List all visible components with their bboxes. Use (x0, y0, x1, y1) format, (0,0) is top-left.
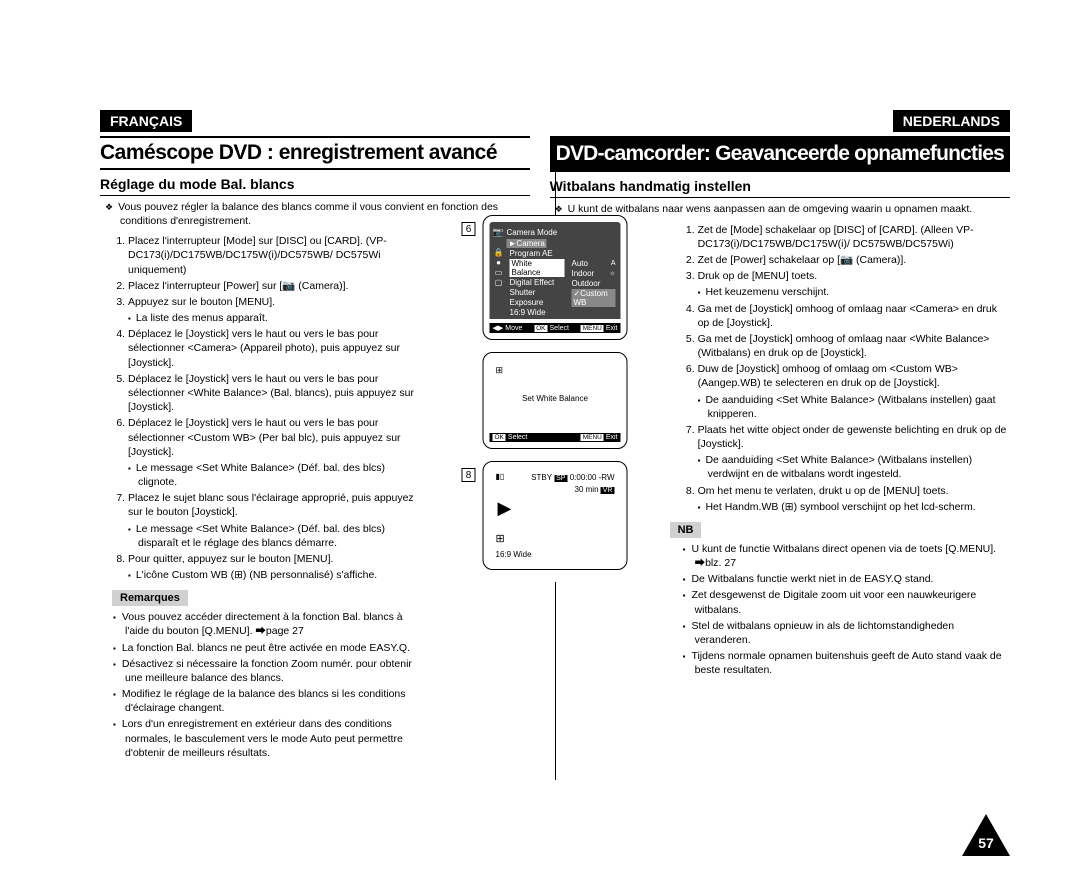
lcd-mode: Camera Mode (507, 228, 558, 237)
sub-item: Het Handm.WB (⊞) symbool verschijnt op h… (708, 500, 1010, 514)
record-icon: ● (493, 258, 505, 267)
step-item: Déplacez le [Joystick] vers le haut ou v… (128, 416, 420, 489)
note-item: De Witbalans functie werkt niet in de EA… (695, 572, 1010, 586)
note-item: Vous pouvez accéder directement à la fon… (125, 610, 420, 638)
step-item: Om het menu te verlaten, drukt u op de [… (698, 484, 1010, 514)
manual-page: FRANÇAIS Caméscope DVD : enregistrement … (100, 110, 1010, 750)
step-callout-6: 6 (462, 222, 476, 236)
step-item: Appuyez sur le bouton [MENU]. La liste d… (128, 295, 420, 325)
notes-fr: Vous pouvez accéder directement à la fon… (100, 610, 420, 760)
opt-item: Outdoor (572, 279, 601, 288)
notes-label-fr: Remarques (112, 590, 188, 606)
note-item: La fonction Bal. blancs ne peut être act… (125, 641, 420, 655)
sub-item: De aanduiding <Set White Balance> (Witba… (708, 393, 1010, 421)
step-item: Placez l'interrupteur [Power] sur [📷 (Ca… (128, 279, 420, 293)
sub-item: La liste des menus apparaît. (138, 311, 420, 325)
step-item: Déplacez le [Joystick] vers le haut ou v… (128, 372, 420, 415)
menu-item: Shutter (510, 288, 536, 297)
lcd-button-bar: OK Select MENU Exit (490, 433, 621, 442)
step-item: Placez le sujet blanc sous l'éclairage a… (128, 491, 420, 550)
menu-item: 16:9 Wide (510, 308, 546, 317)
battery-icon: ▮▯ (496, 472, 505, 481)
lock-icon: 🔒 (493, 248, 505, 257)
step-item: Pour quitter, appuyez sur le bouton [MEN… (128, 552, 420, 582)
step-item: Zet de [Mode] schakelaar op [DISC] of [C… (698, 223, 1010, 251)
page-number-corner: 57 (962, 808, 1010, 856)
lcd-screen-menu: 6 📷Camera Mode ►Camera 🔒 ● ▭ ▢ Program A… (483, 215, 628, 340)
sub-item: Le message <Set White Balance> (Déf. bal… (138, 461, 420, 489)
play-icon: ▶ (498, 498, 512, 519)
step-item: Ga met de [Joystick] omhoog of omlaag na… (698, 302, 1010, 330)
notes-nl: U kunt de functie Witbalans direct opene… (670, 542, 1010, 678)
steps-fr: Placez l'interrupteur [Mode] sur [DISC] … (100, 234, 420, 582)
sp-label: SP (554, 475, 567, 482)
lcd-tab: ►Camera (507, 239, 547, 248)
page-number: 57 (962, 835, 1010, 851)
subtitle-fr: Réglage du mode Bal. blancs (100, 176, 530, 196)
lcd-button-bar: ◀▶ Move OK Select MENU Exit (490, 323, 621, 333)
custom-wb-icon: ⊞ (496, 365, 504, 376)
lang-label-fr: FRANÇAIS (100, 110, 192, 132)
step-item: Déplacez le [Joystick] vers le haut ou v… (128, 327, 420, 370)
subtitle-nl: Witbalans handmatig instellen (550, 178, 1010, 198)
step-item: Zet de [Power] schakelaar op [📷 (Camera)… (698, 253, 1010, 267)
opt-item: Indoor (572, 269, 595, 278)
menu-item: Exposure (510, 298, 544, 307)
sub-item: Het keuzemenu verschijnt. (708, 285, 1010, 299)
opt-item: ✓Custom WB (572, 289, 616, 307)
note-item: Lors d'un enregistrement en extérieur da… (125, 717, 420, 760)
title-nl: DVD-camcorder: Geavanceerde opnamefuncti… (550, 136, 1010, 172)
min-label: 30 min (575, 485, 599, 494)
stby-label: STBY (531, 473, 552, 482)
lcd-screen-setwb: ⊞ Set White Balance OK Select MENU Exit (483, 352, 628, 449)
step-item: Placez l'interrupteur [Mode] sur [DISC] … (128, 234, 420, 277)
title-fr: Caméscope DVD : enregistrement avancé (100, 136, 530, 170)
step-item: Ga met de [Joystick] omhoog of omlaag na… (698, 332, 1010, 360)
left-column-fr: FRANÇAIS Caméscope DVD : enregistrement … (100, 110, 540, 750)
custom-wb-icon: ⊞ (496, 532, 505, 545)
camera-icon: 📷 (493, 227, 505, 238)
sub-item: Le message <Set White Balance> (Déf. bal… (138, 522, 420, 550)
rw-label: -RW (599, 473, 615, 482)
center-diagrams: 6 📷Camera Mode ►Camera 🔒 ● ▭ ▢ Program A… (483, 215, 628, 582)
steps-nl: Zet de [Mode] schakelaar op [DISC] of [C… (670, 223, 1010, 514)
notes-label-nl: NB (670, 522, 702, 538)
lcd-screen-standby: 8 ▮▯ STBY SP 0:00:00 -RW 30 min VR ▶ ⊞ 1… (483, 461, 628, 570)
sub-item: L'icône Custom WB (⊞) (NB personnalisé) … (138, 568, 420, 582)
lang-label-nl: NEDERLANDS (893, 110, 1010, 132)
step-item: Plaats het witte object onder de gewenst… (698, 423, 1010, 482)
menu-item: Digital Effect (510, 278, 555, 287)
wide-label: 16:9 Wide (496, 550, 532, 559)
menu-item: White Balance (510, 259, 565, 277)
menu-item: Program AE (510, 249, 553, 258)
note-item: Désactivez si nécessaire la fonction Zoo… (125, 657, 420, 685)
step-callout-8: 8 (462, 468, 476, 482)
sub-item: De aanduiding <Set White Balance> (Witba… (708, 453, 1010, 481)
note-item: Modifiez le réglage de la balance des bl… (125, 687, 420, 715)
note-item: U kunt de functie Witbalans direct opene… (695, 542, 1010, 570)
vr-label: VR (601, 487, 615, 494)
note-item: Zet desgewenst de Digitale zoom uit voor… (695, 588, 1010, 616)
display-icon: ▢ (493, 278, 505, 287)
step-item: Duw de [Joystick] omhoog of omlaag om <C… (698, 362, 1010, 421)
note-item: Stel de witbalans opnieuw in als de lich… (695, 619, 1010, 647)
opt-item: Auto (572, 259, 588, 268)
memory-icon: ▭ (493, 268, 505, 277)
time-label: 0:00:00 (570, 473, 597, 482)
note-item: Tijdens normale opnamen buitenshuis geef… (695, 649, 1010, 677)
lcd-setwb-text: Set White Balance (490, 394, 621, 403)
step-item: Druk op de [MENU] toets. Het keuzemenu v… (698, 269, 1010, 299)
